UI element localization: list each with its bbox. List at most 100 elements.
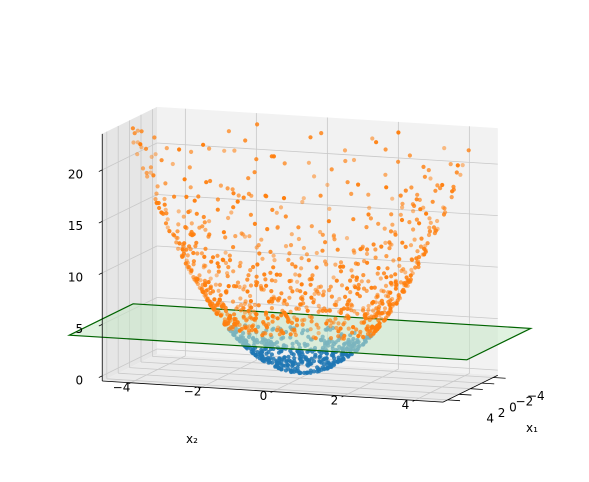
point-above <box>201 214 206 220</box>
point-above <box>288 285 293 290</box>
point-above <box>366 192 371 197</box>
point-above <box>156 200 161 206</box>
point-above <box>215 253 220 258</box>
point-above <box>298 302 303 307</box>
point-above <box>354 327 359 332</box>
point-above <box>252 302 258 307</box>
point-above <box>372 285 377 290</box>
point-above <box>425 241 430 246</box>
z-tick-label: 5 <box>75 322 83 336</box>
point-above <box>276 298 281 303</box>
point-above <box>248 293 253 299</box>
point-above <box>376 221 381 226</box>
point-above <box>201 142 206 147</box>
point-below <box>331 353 336 358</box>
point-above <box>309 319 314 324</box>
point-above <box>410 271 415 276</box>
point-above <box>364 251 370 256</box>
point-above <box>301 196 306 201</box>
point-above <box>210 255 216 260</box>
point-below <box>304 370 309 375</box>
point-above <box>309 224 314 229</box>
point-above <box>348 290 353 295</box>
point-above <box>253 311 258 317</box>
point-above <box>203 227 208 232</box>
point-above <box>430 199 435 204</box>
point-above <box>396 130 401 135</box>
point-above <box>253 316 258 321</box>
point-above <box>245 277 250 282</box>
point-above <box>305 308 310 313</box>
point-above <box>398 212 403 217</box>
point-above <box>204 180 209 185</box>
point-above <box>268 332 273 337</box>
point-above <box>293 272 298 277</box>
point-above <box>165 225 170 230</box>
point-above <box>237 264 242 269</box>
point-above <box>182 177 187 182</box>
point-above <box>232 318 237 323</box>
point-above <box>336 334 341 339</box>
point-below <box>306 363 311 368</box>
point-above <box>400 201 405 206</box>
point-above <box>374 306 379 311</box>
point-below <box>273 364 278 369</box>
point-above <box>186 209 191 215</box>
point-above <box>223 235 228 240</box>
point-above <box>308 282 313 287</box>
point-above <box>254 329 259 334</box>
point-above <box>189 221 194 226</box>
point-below <box>309 356 314 361</box>
point-above <box>384 254 389 259</box>
point-above <box>432 231 437 236</box>
point-above <box>196 194 201 199</box>
point-above <box>155 184 160 189</box>
point-above <box>314 250 319 256</box>
point-above <box>224 290 229 295</box>
point-above <box>194 211 199 216</box>
point-above <box>244 318 249 323</box>
point-above <box>286 319 291 324</box>
point-above <box>316 325 321 330</box>
x1-axis-label: x₁ <box>526 421 538 435</box>
point-above <box>265 227 270 232</box>
point-above <box>241 314 246 319</box>
point-below <box>292 356 297 361</box>
point-above <box>278 205 284 210</box>
point-above <box>177 147 182 152</box>
point-above <box>371 242 376 247</box>
point-above <box>235 280 241 285</box>
point-above <box>334 299 339 304</box>
point-above <box>359 320 364 325</box>
x1-tick-label: 0 <box>509 400 517 414</box>
point-above <box>301 245 306 251</box>
point-above <box>294 323 300 328</box>
point-above <box>389 274 394 279</box>
point-above <box>206 234 211 239</box>
point-below <box>270 360 275 365</box>
point-above <box>185 253 190 258</box>
point-above <box>365 247 370 252</box>
point-above <box>331 275 336 280</box>
point-above <box>135 128 140 133</box>
point-above <box>248 283 254 288</box>
point-above <box>282 161 287 166</box>
point-above <box>255 122 260 127</box>
point-above <box>332 237 337 242</box>
point-above <box>286 257 291 262</box>
point-below <box>308 370 313 375</box>
point-above <box>207 269 212 274</box>
point-below <box>290 362 296 367</box>
point-below <box>269 352 274 357</box>
point-above <box>381 289 386 294</box>
point-above <box>172 233 177 238</box>
point-above <box>228 316 233 321</box>
point-above <box>383 317 388 322</box>
point-above <box>333 316 338 321</box>
point-above <box>242 301 247 306</box>
point-above <box>338 264 343 269</box>
point-above <box>292 315 297 320</box>
point-above <box>351 217 356 222</box>
x2-tick-label: −2 <box>184 385 202 399</box>
point-below <box>317 355 322 360</box>
